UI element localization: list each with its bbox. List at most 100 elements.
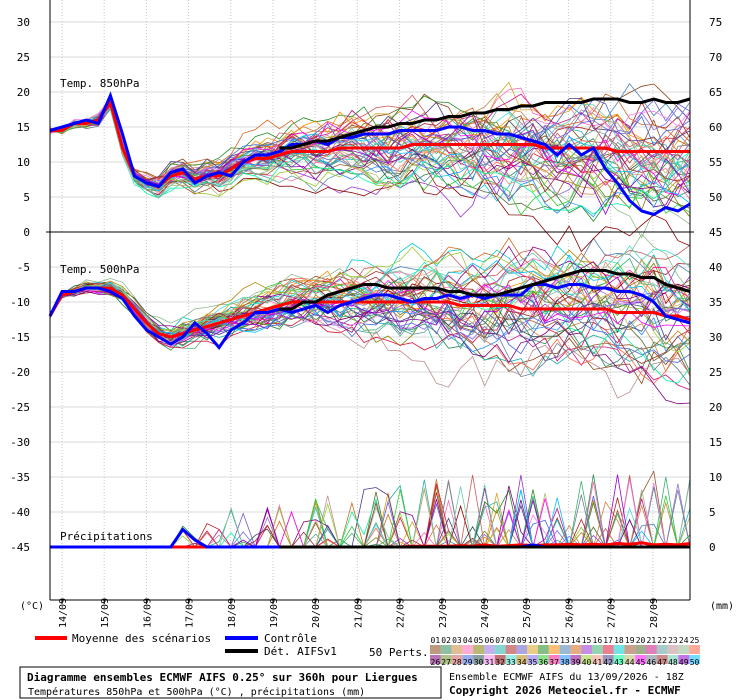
perturbation-17-label: 17 <box>603 636 613 645</box>
perturbation-18-label: 18 <box>614 636 624 645</box>
left-axis-unit: (°C) <box>20 601 44 612</box>
perturbation-01-label: 01 <box>431 636 441 645</box>
date-tick-label: 24/09 <box>480 598 491 628</box>
perturbation-25-swatch <box>689 645 700 654</box>
right-axis-unit: (mm) <box>710 601 734 612</box>
perturbation-04-label: 04 <box>463 636 473 645</box>
left-tick-label: 30 <box>17 16 30 29</box>
perturbation-16-label: 16 <box>593 636 603 645</box>
perturbation-49-t850-line <box>49 104 691 216</box>
series-control-t850-line <box>49 91 691 217</box>
perturbation-34-swatch <box>516 655 528 664</box>
right-tick-label: 5 <box>709 506 716 519</box>
perturbation-37-swatch <box>548 655 560 664</box>
perturbation-50-t850-line <box>49 101 691 204</box>
perturbation-20-swatch <box>635 645 646 654</box>
perturbation-23-label: 23 <box>668 636 678 645</box>
perturbation-50-label: 50 <box>690 658 700 667</box>
perturbation-16-swatch <box>592 645 603 654</box>
precip-panel-label: Précipitations <box>60 530 153 543</box>
perturbation-22-swatch <box>656 645 668 654</box>
perturbation-48-t850-line <box>49 103 691 199</box>
left-tick-label: 0 <box>23 226 30 239</box>
perturbation-25-label: 25 <box>690 636 700 645</box>
perturbation-29-swatch <box>462 655 474 664</box>
perturbation-45-label: 45 <box>636 658 646 667</box>
perturbation-03-label: 03 <box>452 636 462 645</box>
perturbation-09-swatch <box>516 645 528 654</box>
perturbation-26-label: 26 <box>431 658 441 667</box>
perturbation-28-label: 28 <box>452 658 462 667</box>
date-tick-label: 14/09 <box>58 598 69 628</box>
perturbation-19-swatch <box>624 645 636 654</box>
perturbation-35-t850-line <box>49 100 691 200</box>
perturbation-10-label: 10 <box>528 636 538 645</box>
perturbation-38-swatch <box>559 655 571 664</box>
perturbation-46-label: 46 <box>647 658 657 667</box>
perturbation-04-swatch <box>462 645 474 654</box>
perturbation-21-label: 21 <box>647 636 657 645</box>
date-tick-label: 16/09 <box>142 598 153 628</box>
perturbation-20-label: 20 <box>636 636 646 645</box>
perturbation-33-label: 33 <box>506 658 516 667</box>
right-tick-label: 25 <box>709 366 722 379</box>
perturbation-09-label: 09 <box>517 636 527 645</box>
perturbation-06-label: 06 <box>485 636 495 645</box>
perturbation-50-swatch <box>689 655 700 664</box>
perturbation-43-swatch <box>613 655 625 664</box>
perturbation-39-swatch <box>570 655 582 664</box>
date-tick-label: 25/09 <box>522 598 533 628</box>
perturbation-08-swatch <box>505 645 517 654</box>
perturbation-30-swatch <box>473 655 484 664</box>
right-tick-label: 45 <box>709 226 722 239</box>
perturbation-12-swatch <box>548 645 560 654</box>
perturbation-34-label: 34 <box>517 658 527 667</box>
perturbation-19-label: 19 <box>625 636 635 645</box>
perturbation-39-t500-line <box>49 245 691 333</box>
perturbation-32-swatch <box>494 655 506 664</box>
perturbation-03-swatch <box>451 645 463 654</box>
perturbation-44-label: 44 <box>625 658 635 667</box>
date-tick-label: 19/09 <box>269 598 280 628</box>
perturbation-41-t850-line <box>49 104 691 190</box>
perturbation-32-t850-line <box>49 102 691 253</box>
date-tick-label: 28/09 <box>649 598 660 628</box>
perturbation-24-swatch <box>678 645 690 654</box>
perturbation-44-swatch <box>624 655 636 664</box>
perturbation-05-label: 05 <box>474 636 484 645</box>
perturbation-swatch-grid: 01 02 03 04 05 06 07 08 09 10 11 12 13 14 15 16 17 18 19 20… <box>430 636 700 667</box>
perturbation-02-swatch <box>440 645 452 654</box>
date-tick-label: 15/09 <box>100 598 111 628</box>
date-tick-label: 21/09 <box>353 598 364 628</box>
left-tick-label: 25 <box>17 51 30 64</box>
perturbation-47-swatch <box>656 655 668 664</box>
series-mean-t500-line <box>48 286 691 339</box>
perturbation-12-label: 12 <box>549 636 559 645</box>
left-tick-label: 20 <box>17 86 30 99</box>
perturbation-46-swatch <box>646 655 657 664</box>
perturbation-41-label: 41 <box>593 658 603 667</box>
perturbation-37-label: 37 <box>549 658 559 667</box>
right-tick-label: 65 <box>709 86 722 99</box>
left-tick-label: 5 <box>23 191 30 204</box>
perturbation-11-swatch <box>538 645 549 654</box>
perturbation-24-label: 24 <box>679 636 689 645</box>
perturbation-35-swatch <box>527 655 538 664</box>
date-tick-label: 27/09 <box>607 598 618 628</box>
perturbation-34-t500-line <box>49 249 691 346</box>
date-tick-label: 23/09 <box>438 598 449 628</box>
grid-layer <box>50 0 690 600</box>
left-tick-label: -45 <box>10 541 30 554</box>
perturbation-31-label: 31 <box>485 658 495 667</box>
right-tick-label: 60 <box>709 121 722 134</box>
left-tick-label: -15 <box>10 331 30 344</box>
perturbation-30-label: 30 <box>474 658 484 667</box>
left-tick-label: -5 <box>17 261 30 274</box>
perturbation-44-t850-line <box>49 105 691 196</box>
perturbation-26-t500-line <box>49 291 691 405</box>
left-tick-label: -10 <box>10 296 30 309</box>
left-tick-label: -40 <box>10 506 30 519</box>
t850-panel-label: Temp. 850hPa <box>60 77 139 90</box>
main-series-layer <box>48 91 691 549</box>
